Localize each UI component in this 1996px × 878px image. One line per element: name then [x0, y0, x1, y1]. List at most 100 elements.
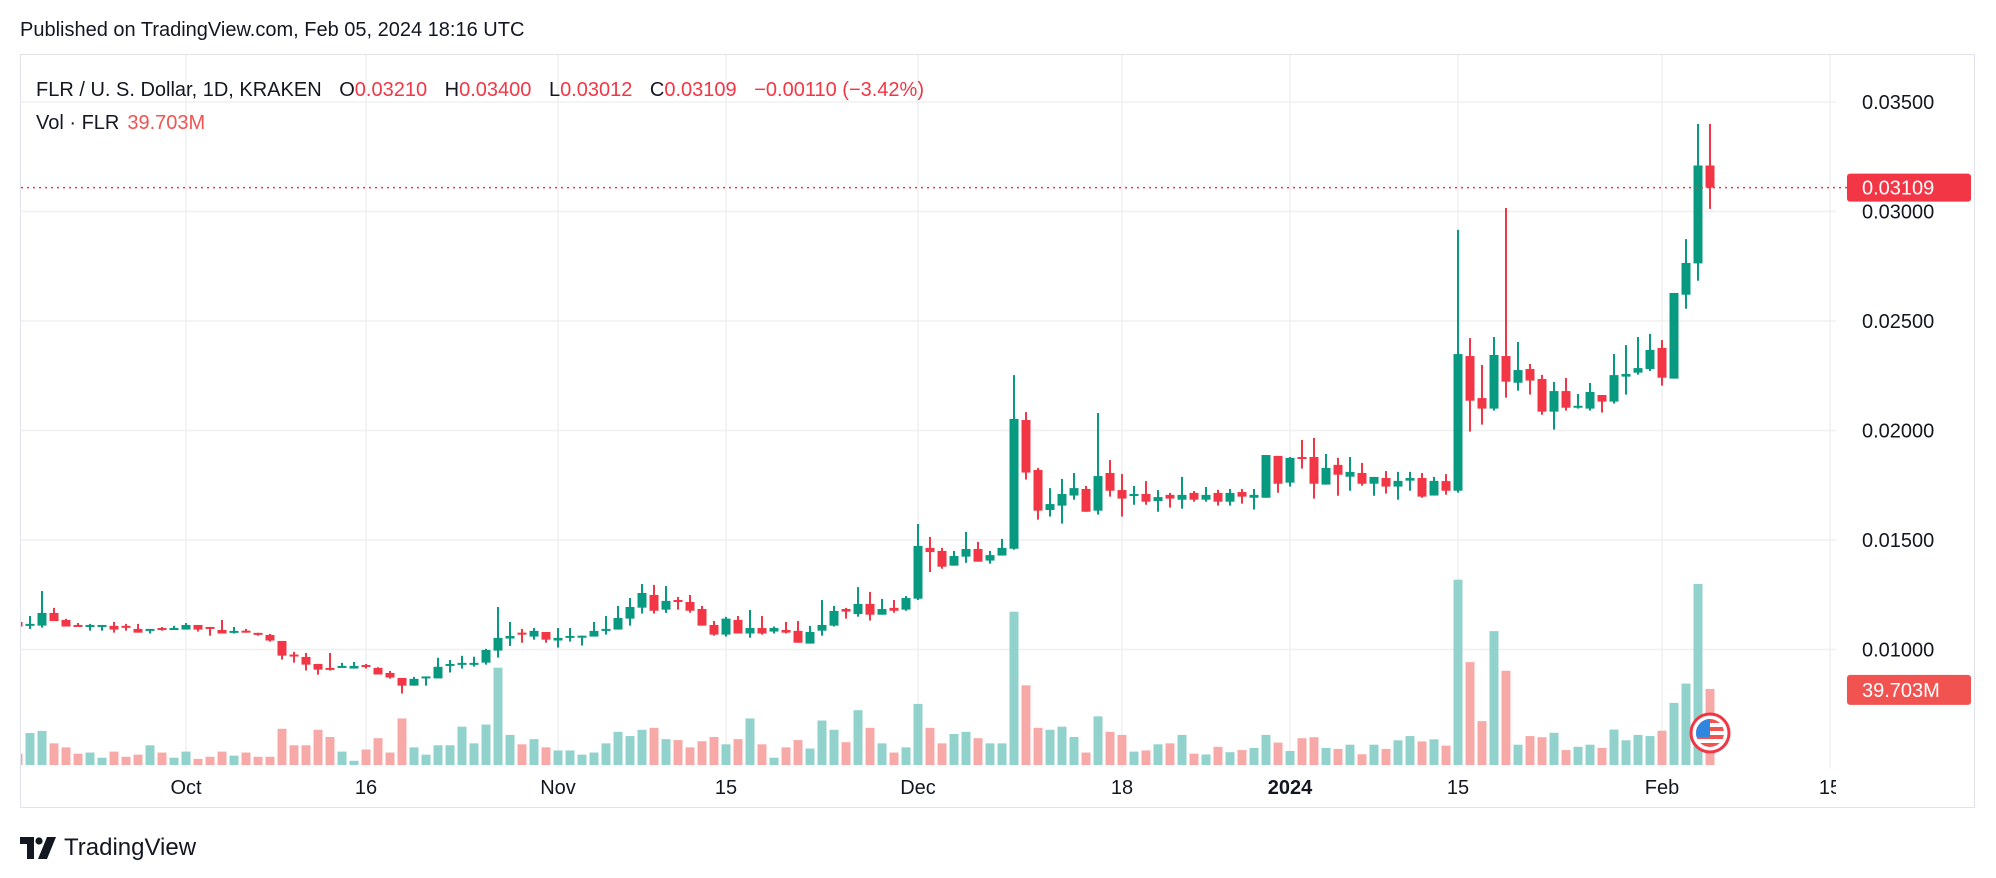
candle[interactable] — [1129, 485, 1139, 505]
candle[interactable] — [1513, 342, 1523, 391]
candle[interactable] — [1189, 490, 1199, 502]
candle[interactable] — [373, 667, 383, 675]
candle[interactable] — [1429, 476, 1439, 496]
candle[interactable] — [1345, 456, 1355, 491]
candle[interactable] — [733, 615, 743, 634]
candle[interactable] — [1705, 123, 1715, 209]
candle[interactable] — [517, 628, 527, 643]
candle[interactable] — [997, 538, 1007, 556]
candle[interactable] — [529, 628, 539, 640]
candle[interactable] — [901, 596, 911, 611]
candle[interactable] — [1621, 345, 1631, 395]
candle[interactable] — [1381, 471, 1391, 494]
candle[interactable] — [913, 524, 923, 601]
candle[interactable] — [709, 621, 719, 636]
candle[interactable] — [1465, 338, 1475, 432]
candle[interactable] — [685, 594, 695, 613]
candle[interactable] — [397, 677, 407, 694]
candle[interactable] — [1405, 471, 1415, 491]
candle[interactable] — [745, 609, 755, 638]
candle[interactable] — [673, 596, 683, 610]
candle[interactable] — [217, 619, 227, 634]
candle[interactable] — [1105, 460, 1115, 497]
candle[interactable] — [1477, 365, 1487, 425]
candle[interactable] — [25, 615, 35, 629]
us-flag-icon[interactable] — [1689, 712, 1731, 754]
candle[interactable] — [481, 648, 491, 665]
candle[interactable] — [865, 591, 875, 621]
candle[interactable] — [73, 623, 83, 627]
candle[interactable] — [1333, 457, 1343, 496]
candle[interactable] — [601, 615, 611, 635]
candle[interactable] — [1069, 472, 1079, 500]
candle[interactable] — [853, 587, 863, 617]
candle[interactable] — [541, 631, 551, 643]
candle[interactable] — [817, 600, 827, 636]
candle[interactable] — [637, 584, 647, 614]
candle[interactable] — [1201, 487, 1211, 502]
candle[interactable] — [97, 624, 107, 631]
candle[interactable] — [841, 607, 851, 619]
candle[interactable] — [1141, 481, 1151, 505]
candle[interactable] — [1213, 489, 1223, 506]
candle[interactable] — [1441, 474, 1451, 495]
candle[interactable] — [757, 615, 767, 635]
candle[interactable] — [289, 651, 299, 663]
candle[interactable] — [469, 656, 479, 667]
candle[interactable] — [1549, 381, 1559, 430]
candle[interactable] — [1237, 488, 1247, 504]
candle[interactable] — [1489, 336, 1499, 411]
candle[interactable] — [829, 605, 839, 627]
candle[interactable] — [433, 657, 443, 679]
candle[interactable] — [1609, 354, 1619, 404]
candle[interactable] — [877, 598, 887, 615]
candle[interactable] — [721, 616, 731, 637]
candle[interactable] — [277, 640, 287, 660]
candle[interactable] — [205, 626, 215, 636]
candle[interactable] — [1537, 374, 1547, 415]
candle[interactable] — [769, 626, 779, 634]
candle[interactable] — [1681, 239, 1691, 309]
candle[interactable] — [1633, 336, 1643, 375]
candle[interactable] — [1357, 462, 1367, 486]
candle[interactable] — [325, 653, 335, 671]
candle[interactable] — [661, 585, 671, 613]
candle[interactable] — [409, 676, 419, 686]
candle[interactable] — [337, 662, 347, 668]
candle[interactable] — [253, 632, 263, 636]
candle[interactable] — [1501, 207, 1511, 398]
candle[interactable] — [1453, 229, 1463, 493]
candle[interactable] — [121, 623, 131, 631]
candle[interactable] — [577, 635, 587, 646]
candle[interactable] — [385, 670, 395, 679]
candle[interactable] — [889, 600, 899, 613]
candle[interactable] — [961, 531, 971, 563]
candle[interactable] — [361, 663, 371, 669]
candle[interactable] — [1561, 377, 1571, 411]
candle[interactable] — [1657, 340, 1667, 386]
candle[interactable] — [1417, 472, 1427, 498]
candle[interactable] — [613, 605, 623, 630]
candle[interactable] — [1153, 490, 1163, 512]
candle[interactable] — [1117, 474, 1127, 517]
candle[interactable] — [985, 550, 995, 564]
candle[interactable] — [49, 607, 59, 622]
candle[interactable] — [133, 623, 143, 633]
candle[interactable] — [1573, 393, 1583, 409]
tradingview-logo[interactable]: TradingView — [20, 834, 196, 862]
candle[interactable] — [625, 598, 635, 626]
candle[interactable] — [1045, 488, 1055, 517]
candle[interactable] — [1645, 333, 1655, 371]
candle[interactable] — [565, 628, 575, 642]
candle[interactable] — [229, 626, 239, 634]
candle[interactable] — [1249, 488, 1259, 510]
candle[interactable] — [1309, 437, 1319, 499]
candle[interactable] — [157, 626, 167, 631]
candle[interactable] — [1597, 395, 1607, 413]
candle[interactable] — [493, 607, 503, 658]
candle[interactable] — [1057, 478, 1067, 524]
candle[interactable] — [1081, 485, 1091, 512]
candle[interactable] — [1585, 382, 1595, 411]
candle[interactable] — [1525, 363, 1535, 395]
candle[interactable] — [37, 591, 47, 628]
